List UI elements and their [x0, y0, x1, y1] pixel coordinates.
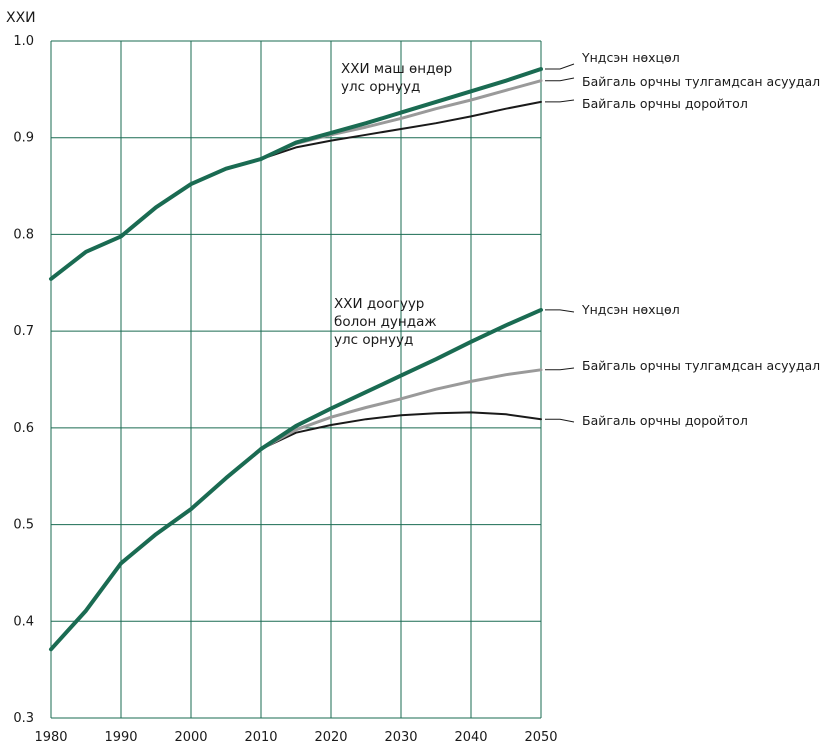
series-lines: [49, 67, 543, 652]
y-axis-ticks: 0.3 0.4 0.5 0.6 0.7 0.8 0.9 1.0: [13, 34, 34, 726]
series-line-g1-base: [259, 307, 543, 452]
x-tick-label-2000: 2000: [174, 730, 207, 745]
historical-line-g1: [49, 447, 263, 652]
legend-leader-g0-disaster: [545, 99, 575, 103]
x-tick-label-2030: 2030: [384, 730, 417, 745]
legend-leader-g0-challenge: [545, 77, 575, 82]
legend-leader-g1-disaster: [545, 418, 575, 423]
y-tick-label-0.6: 0.6: [13, 421, 34, 436]
legend-label-g0-disaster: Байгаль орчны доройтол: [582, 96, 748, 111]
legend-leader-lines: [545, 63, 575, 423]
group-label-g1-line2: улс орнууд: [334, 332, 413, 348]
x-tick-label-2050: 2050: [524, 730, 557, 745]
y-tick-label-0.8: 0.8: [13, 227, 34, 242]
group-label-g1-line0: ХХИ доогуур: [334, 296, 424, 312]
legend-label-g0-challenge: Байгаль орчны тулгамдсан асуудал: [582, 74, 820, 89]
legend-leader-g1-base: [545, 309, 575, 313]
legend-leader-g0-base: [545, 63, 575, 70]
grid-lines: [50, 40, 542, 719]
y-tick-label-1: 1.0: [13, 34, 34, 49]
x-tick-label-2040: 2040: [454, 730, 487, 745]
legend-leader-g1-challenge: [545, 367, 575, 371]
series-line-g1-disaster: [260, 411, 542, 451]
historical-line-g0: [49, 157, 263, 281]
x-tick-label-2010: 2010: [244, 730, 277, 745]
x-tick-label-2020: 2020: [314, 730, 347, 745]
group-labels: ХХИ маш өндөр улс орнууд ХХИ доогуур болон …: [334, 61, 452, 348]
y-tick-label-0.7: 0.7: [13, 324, 34, 339]
x-axis-ticks: 1980 1990 2000 2010 2020 2030 2040 2050: [34, 730, 557, 745]
y-tick-label-0.5: 0.5: [13, 518, 34, 533]
group-label-g0-line0: ХХИ маш өндөр: [341, 61, 452, 77]
y-tick-label-0.3: 0.3: [13, 711, 34, 726]
legend-labels: Үндсэн нөхцөл Байгаль орчны тулгамдсан ас…: [581, 50, 820, 428]
y-tick-label-0.9: 0.9: [13, 131, 34, 146]
series-line-g0-base: [259, 67, 543, 161]
group-label-g1-line1: болон дундаж: [334, 314, 437, 330]
legend-label-g1-base: Үндсэн нөхцөл: [581, 302, 680, 317]
legend-label-g1-disaster: Байгаль орчны доройтол: [582, 413, 748, 428]
legend-label-g1-challenge: Байгаль орчны тулгамдсан асуудал: [582, 358, 820, 373]
series-line-g1-challenge: [259, 368, 543, 451]
y-axis-label: ХХИ: [6, 10, 36, 26]
x-tick-label-1990: 1990: [104, 730, 137, 745]
group-label-g0-line1: улс орнууд: [341, 79, 420, 95]
y-tick-label-0.4: 0.4: [13, 614, 34, 629]
x-tick-label-1980: 1980: [34, 730, 67, 745]
series-line-g0-disaster: [260, 100, 542, 160]
legend-label-g0-base: Үндсэн нөхцөл: [581, 50, 680, 65]
